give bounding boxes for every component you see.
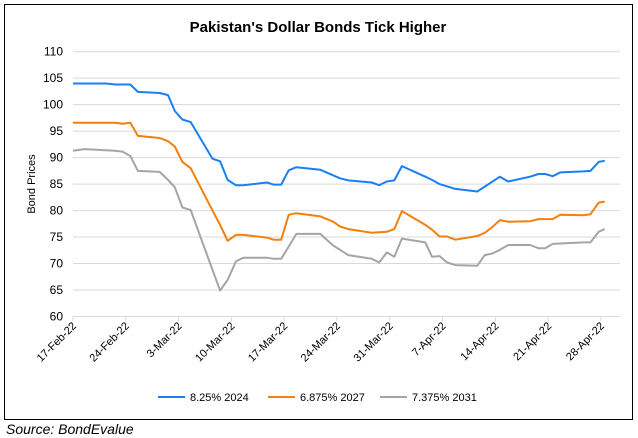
- series-line-1: [73, 82, 605, 193]
- y-tick-label: 70: [50, 257, 64, 271]
- source-note: Source: BondEvalue: [6, 421, 134, 437]
- y-tick-label: 65: [50, 283, 64, 297]
- y-tick-label: 60: [50, 310, 64, 324]
- legend-label: 6.875% 2027: [300, 392, 365, 404]
- chart-title: Pakistan's Dollar Bonds Tick Higher: [190, 19, 447, 36]
- y-tick-label: 75: [50, 230, 64, 244]
- y-tick-label: 80: [50, 204, 64, 218]
- y-tick-label: 95: [50, 124, 64, 138]
- y-tick-label: 100: [43, 98, 63, 112]
- chart-frame: [4, 4, 633, 420]
- series-line-3: [72, 148, 606, 292]
- y-tick-label: 85: [50, 177, 64, 191]
- legend-label: 7.375% 2031: [412, 392, 477, 404]
- legend-label: 8.25% 2024: [190, 392, 249, 404]
- y-tick-label: 90: [50, 151, 64, 165]
- y-axis-label: Bond Prices: [26, 154, 38, 214]
- series-line-2: [73, 121, 605, 242]
- y-tick-label: 105: [43, 71, 63, 85]
- y-tick-label: 110: [44, 45, 63, 59]
